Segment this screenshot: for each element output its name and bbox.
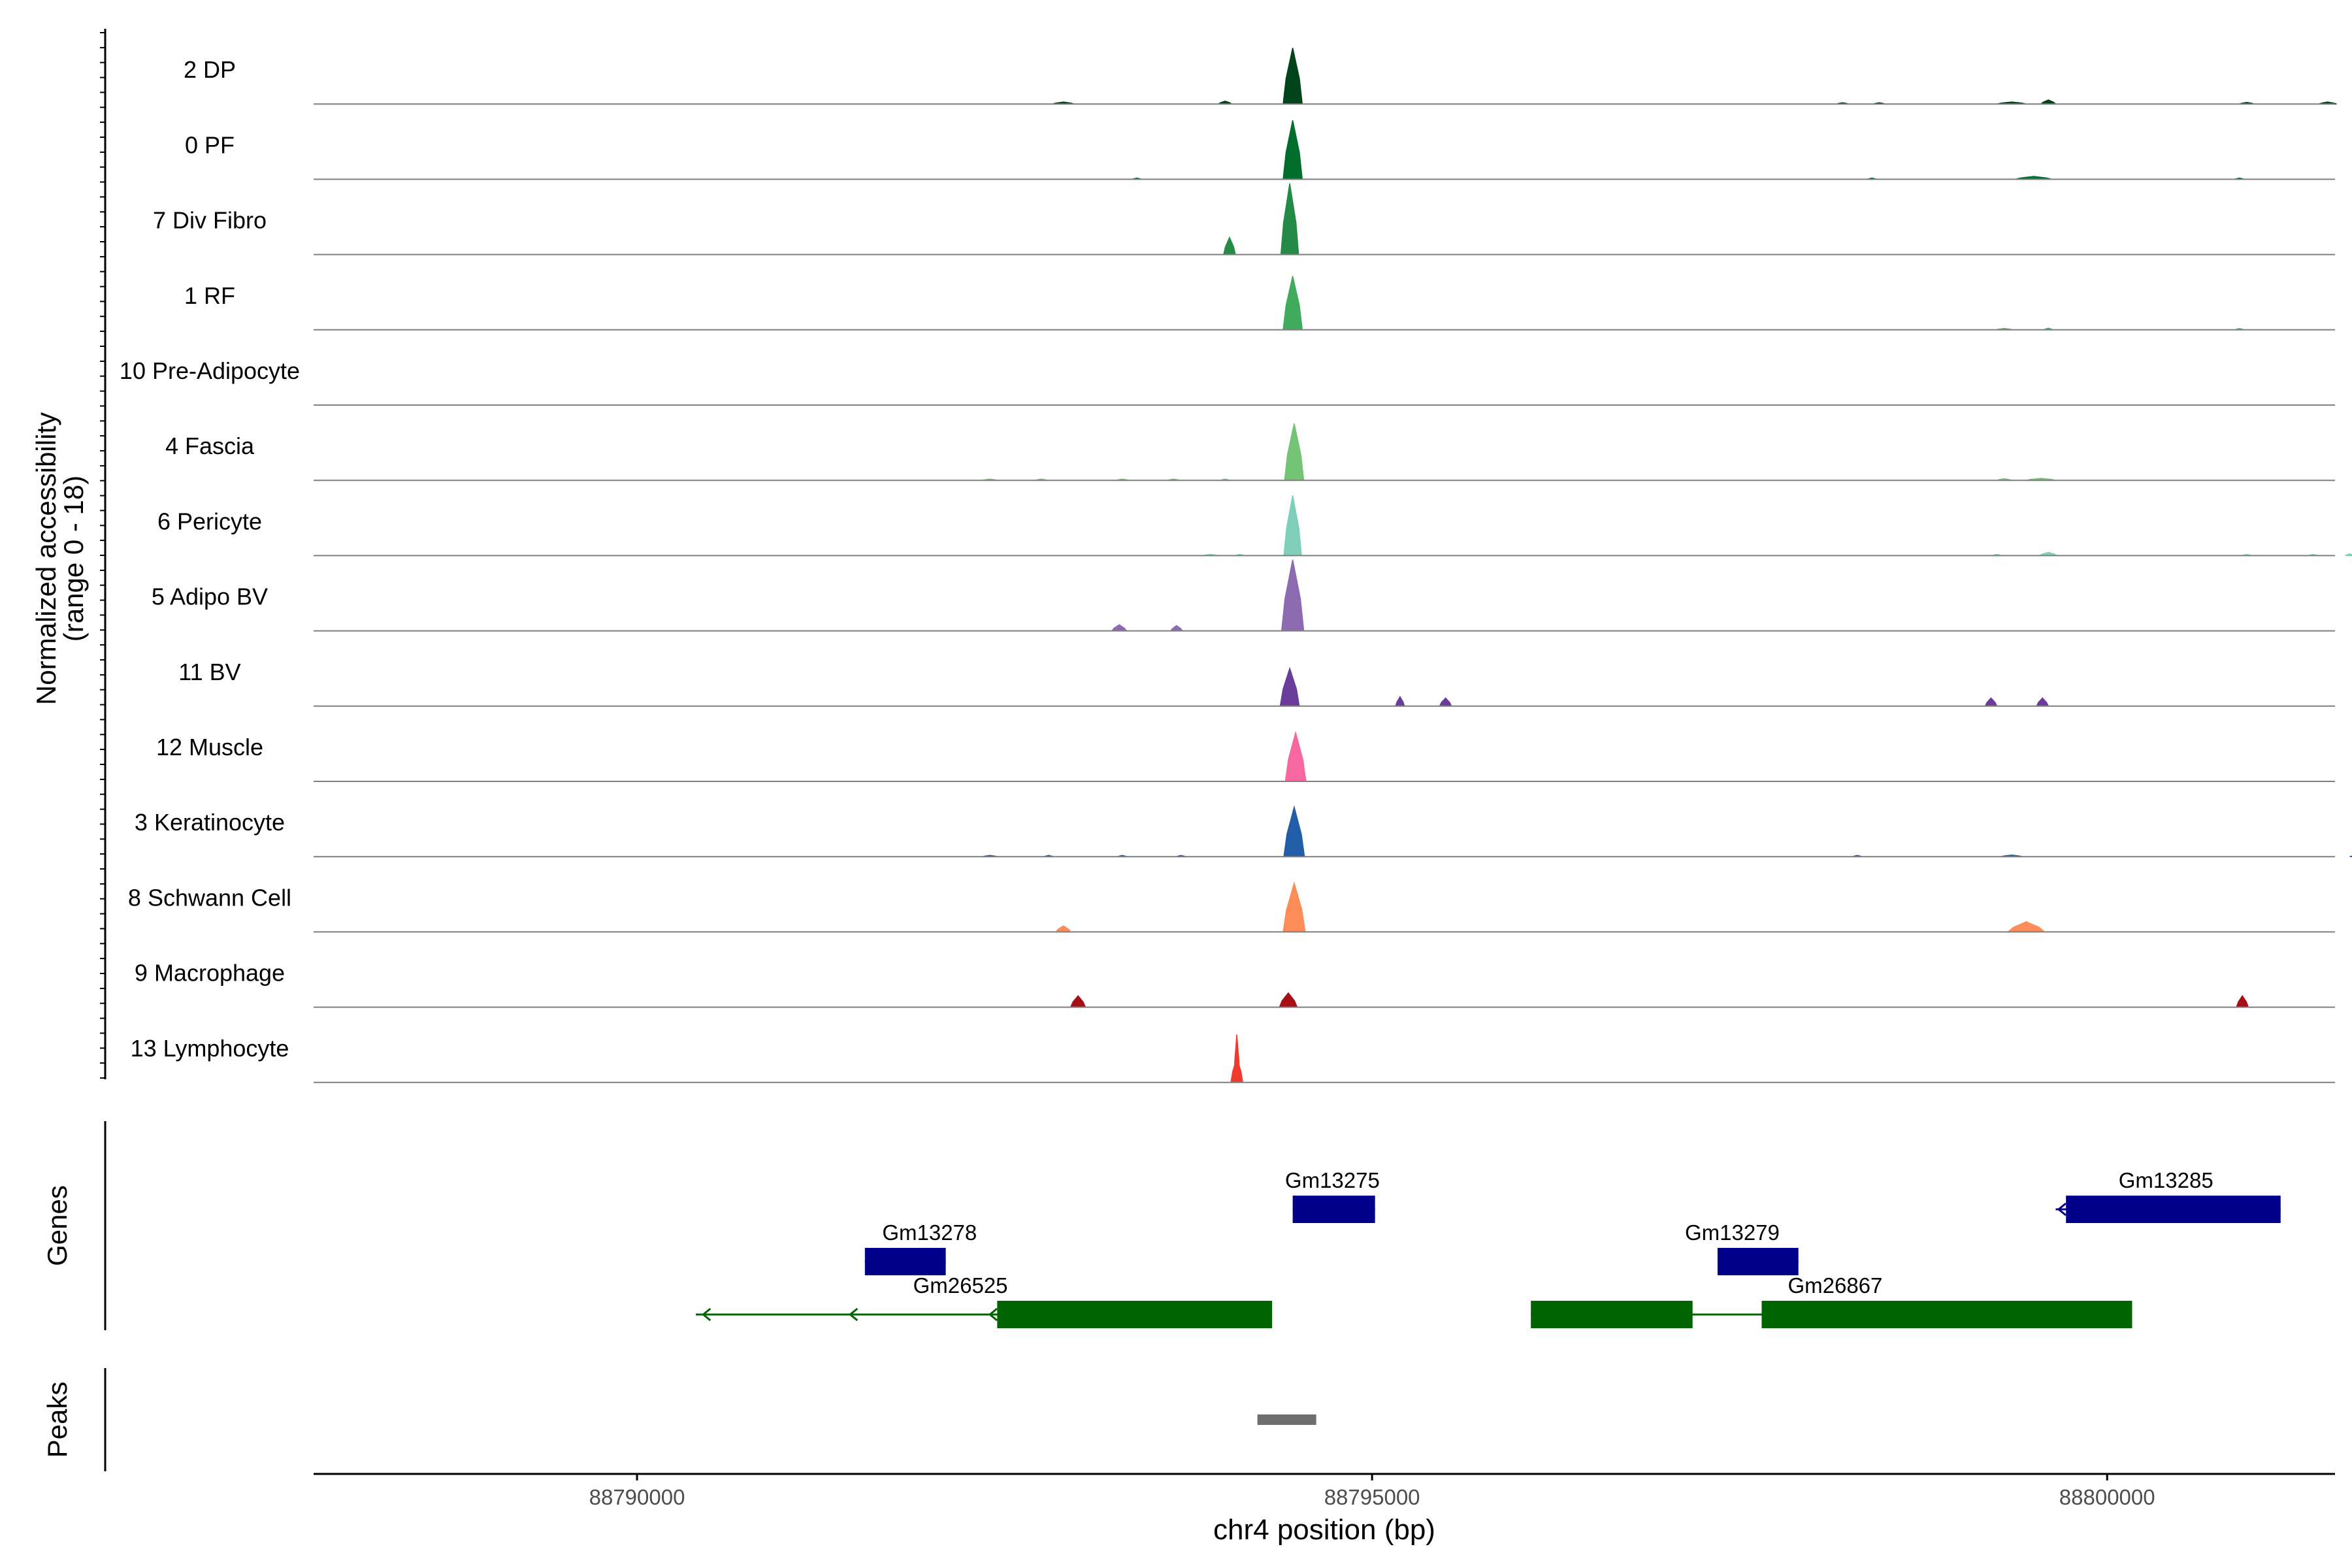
y-axis-title-line2: (range 0 - 18) <box>58 476 89 642</box>
coverage-y-ticks <box>100 32 105 1079</box>
track-9-macrophage: 9 Macrophage <box>135 960 2335 1008</box>
track-label: 4 Fascia <box>165 433 255 459</box>
track-label: 9 Macrophage <box>135 960 285 987</box>
strand-arrow-icon <box>701 1307 711 1322</box>
track-5-adipo-bv: 5 Adipo BV <box>152 559 2335 632</box>
track-2-dp: 2 DP <box>184 48 2337 105</box>
gene-exon <box>864 1248 946 1275</box>
strand-arrow-icon <box>988 1307 998 1322</box>
strand-arrow-icon <box>848 1307 858 1322</box>
track-label: 0 PF <box>185 131 235 158</box>
coverage-peak <box>2345 553 2352 557</box>
x-tick-label: 88790000 <box>589 1485 685 1509</box>
track-11-bv: 11 BV <box>178 659 2335 707</box>
peaks-panel-label: Peaks <box>42 1382 73 1458</box>
track-0-pf: 0 PF <box>185 120 2335 180</box>
x-tick-label: 88800000 <box>2059 1485 2155 1509</box>
genes-panel-label: Genes <box>42 1185 73 1266</box>
gene-gm26525: Gm26525 <box>696 1273 1273 1328</box>
gene-exon <box>1761 1301 2132 1328</box>
gene-label: Gm26867 <box>1788 1273 1882 1298</box>
coverage-peak <box>2349 855 2352 857</box>
coverage-tracks: 2 DP 0 PF 7 Div Fibro 1 RF 10 Pre-Adipocyte 4… <box>120 48 2352 1083</box>
track-10-pre-adipocyte: 10 Pre-Adipocyte <box>120 357 2335 406</box>
track-3-keratinocyte: 3 Keratinocyte <box>135 805 2352 858</box>
gene-exon <box>2066 1196 2281 1223</box>
x-axis-title: chr4 position (bp) <box>1213 1514 1435 1546</box>
gene-label: Gm13285 <box>2119 1168 2213 1192</box>
track-label: 10 Pre-Adipocyte <box>120 357 300 384</box>
track-label: 6 Pericyte <box>157 508 262 534</box>
track-6-pericyte: 6 Pericyte <box>157 495 2352 557</box>
strand-arrow-icon <box>2057 1202 2066 1217</box>
y-axis-title-line1: Normalized accessibility <box>31 412 61 705</box>
genes-panel: Genes Gm13275 Gm13285 Gm13278 Gm13279 Gm2652… <box>42 1121 2281 1330</box>
called-peak-bar <box>1257 1414 1316 1425</box>
track-label: 7 Div Fibro <box>153 207 267 234</box>
track-label: 11 BV <box>178 659 240 685</box>
track-label: 2 DP <box>184 56 236 83</box>
gene-exon <box>1292 1196 1375 1223</box>
track-label: 3 Keratinocyte <box>135 809 285 836</box>
gene-gm13278: Gm13278 <box>864 1220 977 1275</box>
gene-label: Gm13275 <box>1285 1168 1380 1192</box>
gene-gm26867: Gm26867 <box>1531 1273 2132 1328</box>
gene-gm13279: Gm13279 <box>1685 1220 1799 1275</box>
track-label: 1 RF <box>184 282 235 309</box>
called-peaks <box>1257 1414 1316 1425</box>
track-label: 13 Lymphocyte <box>131 1035 289 1062</box>
x-tick-label: 88795000 <box>1324 1485 1420 1509</box>
peaks-panel: Peaks <box>42 1368 1316 1471</box>
track-7-div-fibro: 7 Div Fibro <box>153 183 2335 255</box>
coverage-panel: 2 DP 0 PF 7 Div Fibro 1 RF 10 Pre-Adipocyte 4… <box>31 29 2352 1083</box>
track-4-fascia: 4 Fascia <box>165 423 2335 482</box>
gene-label: Gm26525 <box>913 1273 1008 1298</box>
gene-gm13275: Gm13275 <box>1285 1168 1380 1223</box>
gene-exon <box>1717 1248 1799 1275</box>
track-label: 12 Muscle <box>156 734 263 760</box>
track-1-rf: 1 RF <box>184 276 2335 331</box>
gene-gm13285: Gm13285 <box>2055 1168 2281 1223</box>
gene-label: Gm13279 <box>1685 1220 1780 1245</box>
track-12-muscle: 12 Muscle <box>156 730 2335 782</box>
track-label: 8 Schwann Cell <box>128 884 291 911</box>
gene-exon <box>1531 1301 1693 1328</box>
gene-label: Gm13278 <box>882 1220 977 1245</box>
x-axis: 88790000 88795000 88800000 chr4 position (… <box>314 1473 2335 1546</box>
gene-models: Gm13275 Gm13285 Gm13278 Gm13279 Gm26525 Gm268… <box>696 1168 2281 1328</box>
gene-exon <box>997 1301 1273 1328</box>
track-13-lymphocyte: 13 Lymphocyte <box>131 1034 2335 1083</box>
track-label: 5 Adipo BV <box>152 583 268 610</box>
track-8-schwann-cell: 8 Schwann Cell <box>128 881 2335 933</box>
x-axis-ticks: 88790000 88795000 88800000 <box>589 1474 2155 1509</box>
